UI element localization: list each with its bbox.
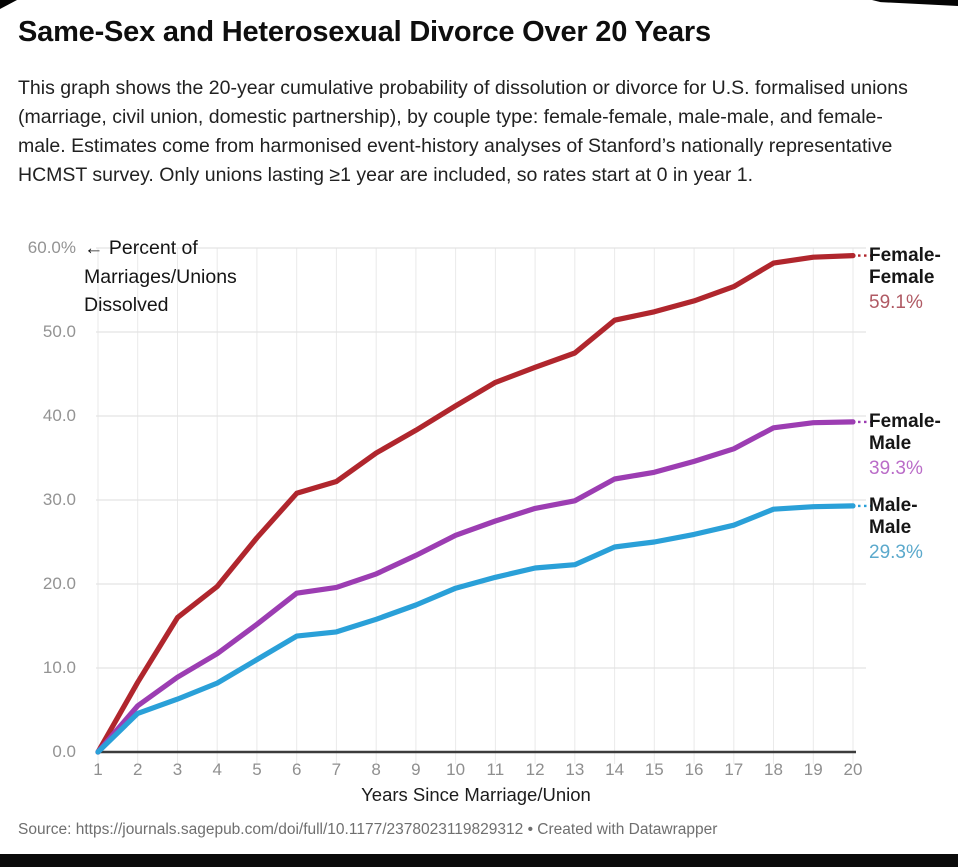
x-tick-label: 8 bbox=[371, 760, 381, 779]
y-tick-label: 20.0 bbox=[42, 574, 76, 593]
x-tick-label: 6 bbox=[291, 760, 302, 779]
x-tick-label: 13 bbox=[565, 760, 585, 779]
x-tick-label: 19 bbox=[803, 760, 823, 779]
legend-label: Female- Male bbox=[869, 410, 941, 454]
legend-item-female-male: Female- Male 39.3% bbox=[869, 411, 958, 481]
y-tick-label: 30.0 bbox=[42, 490, 76, 509]
y-tick-label: 40.0 bbox=[42, 406, 76, 425]
x-tick-label: 12 bbox=[525, 760, 545, 779]
legend-label: Male- Male bbox=[869, 494, 918, 538]
x-tick-label: 18 bbox=[764, 760, 783, 779]
line-female-female bbox=[95, 253, 856, 755]
x-tick-label: 20 bbox=[843, 760, 863, 779]
line-female-male bbox=[95, 419, 856, 755]
x-tick-label: 17 bbox=[724, 760, 744, 779]
x-tick-label: 14 bbox=[605, 760, 625, 779]
chart-title: Same-Sex and Heterosexual Divorce Over 2… bbox=[18, 16, 711, 48]
x-tick-label: 16 bbox=[684, 760, 704, 779]
legend-value: 39.3% bbox=[869, 457, 923, 479]
legend-label: Female- Female bbox=[869, 244, 941, 288]
bottom-black-bar bbox=[0, 854, 958, 867]
x-axis-title: Years Since Marriage/Union bbox=[361, 784, 591, 805]
y-axis-annotation: ← Percent of Marriages/Unions Dissolved bbox=[84, 237, 237, 316]
y-tick-label: 0.0 bbox=[52, 742, 76, 761]
legend-value: 59.1% bbox=[869, 291, 923, 313]
x-tick-label: 10 bbox=[446, 760, 466, 779]
x-tick-label: 7 bbox=[331, 760, 342, 779]
x-tick-label: 3 bbox=[172, 760, 183, 779]
x-tick-label: 5 bbox=[252, 760, 262, 779]
chart-description: This graph shows the 20-year cumulative … bbox=[18, 77, 908, 186]
x-tick-label: 4 bbox=[212, 760, 222, 779]
y-tick-label: 50.0 bbox=[42, 322, 76, 341]
x-tick-label: 1 bbox=[93, 760, 103, 779]
x-tick-label: 15 bbox=[644, 760, 664, 779]
legend-item-male-male: Male- Male 29.3% bbox=[869, 495, 958, 565]
legend-value: 29.3% bbox=[869, 541, 923, 563]
y-tick-label: 10.0 bbox=[42, 658, 76, 677]
legend-item-female-female: Female- Female 59.1% bbox=[869, 245, 958, 315]
edge-artifact-topright bbox=[872, 0, 958, 6]
y-tick-label: 60.0% bbox=[27, 238, 76, 257]
x-tick-label: 11 bbox=[486, 760, 505, 779]
line-male-male bbox=[95, 503, 856, 755]
x-tick-label: 9 bbox=[411, 760, 421, 779]
corner-artifact-topleft bbox=[0, 0, 17, 9]
source-line: Source: https://journals.sagepub.com/doi… bbox=[18, 821, 718, 838]
x-tick-label: 2 bbox=[133, 760, 143, 779]
